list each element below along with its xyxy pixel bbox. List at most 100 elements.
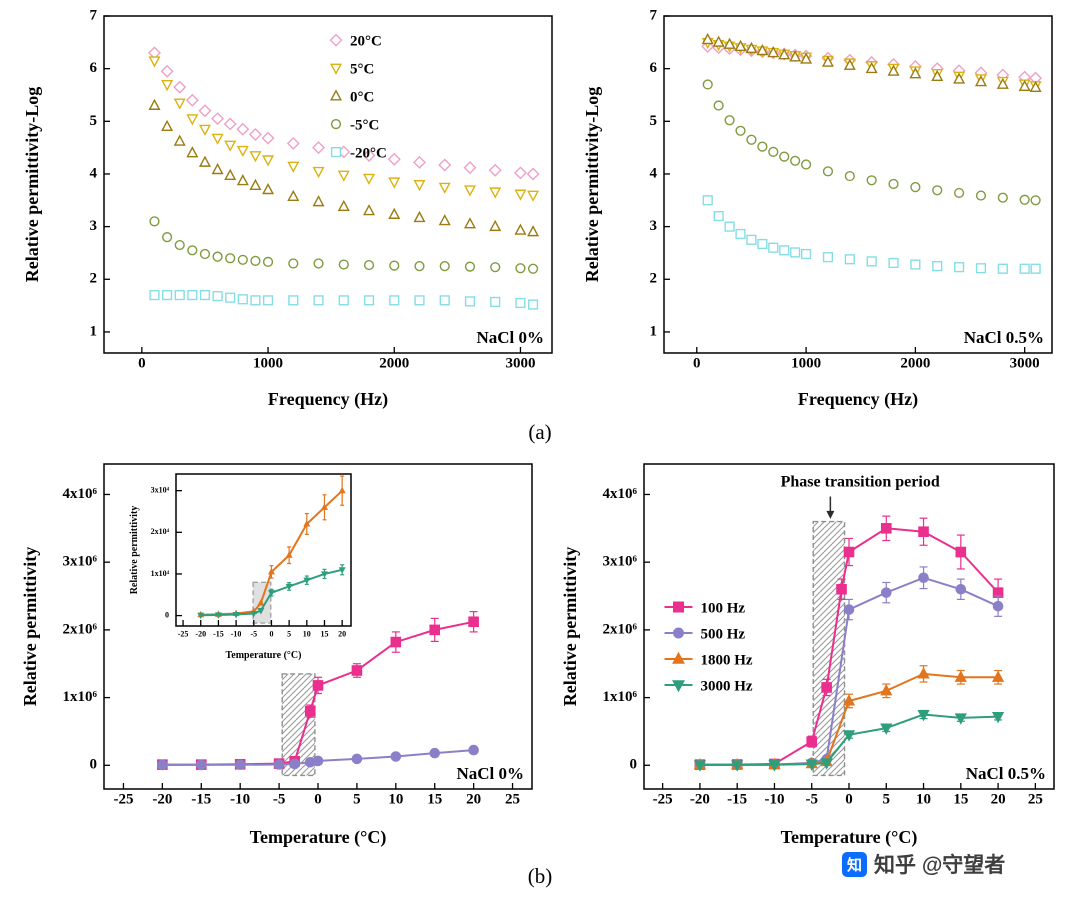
svg-text:2: 2 <box>650 271 658 287</box>
svg-text:6: 6 <box>650 60 658 76</box>
series--20°C <box>149 289 539 310</box>
svg-text:-5: -5 <box>250 630 257 639</box>
svg-text:Relative permittivity-Log: Relative permittivity-Log <box>22 87 42 282</box>
svg-text:2x10⁶: 2x10⁶ <box>603 621 638 637</box>
svg-text:-5: -5 <box>805 792 818 808</box>
annotation-arrow <box>826 496 835 519</box>
svg-text:0: 0 <box>314 792 322 808</box>
series-5°C <box>148 56 540 202</box>
freq-nacl05-svg: 0 1000 2000 3000 1 2 3 4 5 6 7 Frequency (Hz) Relati… <box>582 7 1053 410</box>
axis-ticks: 0 1000 2000 3000 1 2 3 4 5 6 7 <box>90 7 536 371</box>
svg-text:5: 5 <box>883 792 891 808</box>
corner-label: NaCl 0.5% <box>964 328 1044 347</box>
inset-nacl0-svg: -25 -20 -15 -10 -5 0 5 10 15 20 0 1x10⁴ 2x10⁴ 3x10⁴ Te… <box>129 473 352 661</box>
svg-text:-20: -20 <box>690 792 710 808</box>
svg-text:1x10⁶: 1x10⁶ <box>63 689 98 705</box>
svg-text:0: 0 <box>165 610 169 619</box>
panel-a-label: (a) <box>528 420 552 444</box>
svg-text:-25: -25 <box>178 630 189 639</box>
svg-text:Temperature (°C): Temperature (°C) <box>250 827 387 848</box>
svg-text:4: 4 <box>90 165 98 181</box>
svg-text:20: 20 <box>338 630 346 639</box>
svg-text:25: 25 <box>505 792 520 808</box>
svg-text:1800 Hz: 1800 Hz <box>701 652 753 668</box>
svg-text:Temperature (°C): Temperature (°C) <box>226 650 302 661</box>
svg-text:Relative permittivity: Relative permittivity <box>129 506 140 595</box>
svg-text:15: 15 <box>427 792 442 808</box>
svg-text:0: 0 <box>693 356 701 372</box>
axis-ticks: -25 -20 -15 -10 -5 0 5 10 15 20 0 1x10⁴ 2x10⁴ 3x10⁴ <box>151 485 347 638</box>
svg-text:-25: -25 <box>113 792 133 808</box>
axis-ticks: 0 1000 2000 3000 1 2 3 4 5 6 7 <box>650 7 1040 371</box>
svg-text:4: 4 <box>650 165 658 181</box>
svg-text:0: 0 <box>630 757 638 773</box>
temp-nacl0-svg: -25 -20 -15 -10 -5 0 5 10 15 20 25 0 1x10⁶ 2x10⁶ 3x10⁶… <box>20 463 533 848</box>
corner-label: NaCl 0.5% <box>966 764 1046 783</box>
legend: 100 Hz 500 Hz 1800 Hz 3000 Hz <box>664 600 753 694</box>
svg-text:-10: -10 <box>764 792 784 808</box>
svg-text:1x10⁴: 1x10⁴ <box>151 569 170 578</box>
axis-ticks: -25 -20 -15 -10 -5 0 5 10 15 20 25 0 1x10⁶ 2x10⁶ 3x10⁶… <box>603 486 1043 808</box>
svg-text:3: 3 <box>90 218 98 234</box>
svg-text:-20: -20 <box>195 630 206 639</box>
svg-text:20: 20 <box>466 792 481 808</box>
svg-text:4x10⁶: 4x10⁶ <box>63 486 98 502</box>
axis-labels: Frequency (Hz) Relative permittivity-Log <box>582 87 918 410</box>
svg-text:25: 25 <box>1028 792 1043 808</box>
svg-text:500 Hz: 500 Hz <box>701 626 746 642</box>
temp-nacl05-svg: -25 -20 -15 -10 -5 0 5 10 15 20 25 0 1x10⁶ 2x10⁶ 3x10⁶… <box>560 463 1055 848</box>
inset-chart-permittivity-vs-temperature: -25 -20 -15 -10 -5 0 5 10 15 20 0 1x10⁴ 2x10⁴ 3x10⁴ Te… <box>128 466 360 662</box>
svg-text:2000: 2000 <box>900 356 930 372</box>
svg-text:1000: 1000 <box>253 356 283 372</box>
freq-nacl0-svg: 0 1000 2000 3000 1 2 3 4 5 6 7 Frequency (Hz) Relati… <box>22 7 553 410</box>
annotation-text: Phase transition period <box>781 473 940 490</box>
svg-text:0°C: 0°C <box>350 89 374 105</box>
axis-labels: Temperature (°C) Relative permittivity <box>20 547 386 848</box>
axis-labels: Frequency (Hz) Relative permittivity-Log <box>22 87 388 410</box>
svg-text:3000: 3000 <box>1010 356 1040 372</box>
svg-text:5: 5 <box>90 113 98 129</box>
plot-frame <box>175 473 352 627</box>
svg-text:Relative permittivity: Relative permittivity <box>20 547 40 706</box>
series-20°C <box>147 46 540 181</box>
svg-text:0: 0 <box>90 757 98 773</box>
series-3000-Hz <box>197 564 346 620</box>
svg-text:1: 1 <box>90 323 98 339</box>
svg-text:-15: -15 <box>191 792 211 808</box>
svg-text:10: 10 <box>388 792 403 808</box>
svg-text:-5: -5 <box>273 792 286 808</box>
svg-text:15: 15 <box>320 630 328 639</box>
svg-text:5: 5 <box>353 792 361 808</box>
svg-text:5: 5 <box>287 630 291 639</box>
svg-text:20°C: 20°C <box>350 33 382 49</box>
svg-text:10: 10 <box>303 630 311 639</box>
corner-label: NaCl 0% <box>476 328 544 347</box>
svg-text:1: 1 <box>650 323 658 339</box>
svg-text:Frequency (Hz): Frequency (Hz) <box>798 389 918 410</box>
svg-text:4x10⁶: 4x10⁶ <box>603 486 638 502</box>
svg-text:7: 7 <box>90 7 98 23</box>
svg-text:15: 15 <box>953 792 968 808</box>
axis-labels: Temperature (°C) Relative permittivity <box>129 506 301 661</box>
svg-text:Frequency (Hz): Frequency (Hz) <box>268 389 388 410</box>
plot-frame <box>103 15 553 354</box>
svg-text:6: 6 <box>90 60 98 76</box>
legend: 20°C 5°C 0°C -5°C -20°C <box>329 33 387 161</box>
svg-text:-20°C: -20°C <box>350 145 387 161</box>
svg-text:3: 3 <box>650 218 658 234</box>
series-0°C <box>148 98 540 237</box>
plot-frame <box>663 15 1053 354</box>
chart-permittivity-log-vs-frequency-nacl-05: 0 1000 2000 3000 1 2 3 4 5 6 7 Frequency (Hz) Relati… <box>578 4 1070 419</box>
svg-text:100 Hz: 100 Hz <box>701 600 746 616</box>
svg-text:2000: 2000 <box>379 356 409 372</box>
svg-text:0: 0 <box>269 630 273 639</box>
svg-text:3000: 3000 <box>505 356 535 372</box>
axis-labels: Temperature (°C) Relative permittivity <box>560 547 917 848</box>
svg-text:20: 20 <box>991 792 1006 808</box>
svg-text:Temperature (°C): Temperature (°C) <box>781 827 918 848</box>
svg-text:0: 0 <box>138 356 146 372</box>
series-0°C <box>701 32 1042 93</box>
axis-ticks: -25 -20 -15 -10 -5 0 5 10 15 20 25 0 1x10⁶ 2x10⁶ 3x10⁶… <box>63 486 521 808</box>
svg-text:1x10⁶: 1x10⁶ <box>603 689 638 705</box>
svg-text:-10: -10 <box>230 792 250 808</box>
